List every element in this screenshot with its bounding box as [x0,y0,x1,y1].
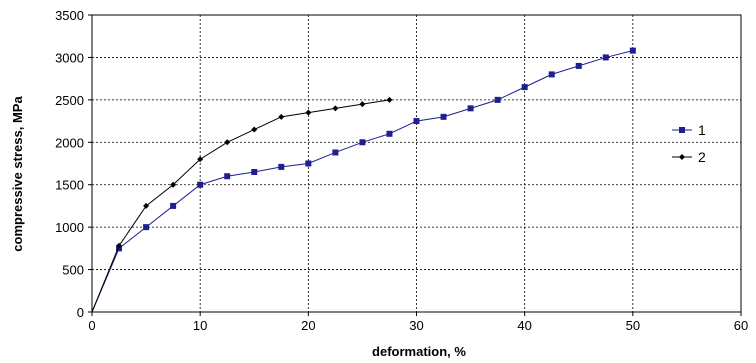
series-1-point [467,105,474,112]
series-1 [91,47,636,313]
legend-item-1: 1 [672,122,706,138]
series-1-point [278,163,285,170]
series-2-point [143,202,150,209]
series-2-point [305,109,312,116]
x-tick-label: 50 [626,318,640,333]
series-1-point [440,113,447,120]
series-1-point [332,149,339,156]
x-tick-label: 60 [734,318,748,333]
series-2-point [170,181,177,188]
x-tick-labels: 0 10 20 30 40 50 60 [88,318,748,333]
legend-item-2: 2 [672,149,706,165]
series-1-point [170,202,177,209]
series-2-point [197,156,204,163]
y-tick-label: 3000 [55,50,84,65]
series-2-line [91,99,390,313]
y-tick-label: 500 [62,263,84,278]
series-2-point [332,105,339,112]
y-tick-label: 2000 [55,135,84,150]
x-tick-label: 30 [409,318,423,333]
legend: 12 [672,122,706,165]
series-layer [91,47,636,313]
series-1-point [602,54,609,61]
legend-swatch-marker [679,154,685,160]
y-tick-label: 2500 [55,93,84,108]
legend-swatch-marker [679,127,685,133]
series-1-point [224,173,231,180]
series-2-point [116,242,123,249]
series-1-point [494,96,501,103]
x-tick-label: 20 [301,318,315,333]
series-1-point [629,47,636,54]
series-1-point [386,130,393,137]
series-2-point [359,101,366,108]
series-1-point [305,160,312,167]
legend-label: 2 [698,149,706,165]
series-1-point [359,139,366,146]
x-tick-label: 40 [517,318,531,333]
x-tick-label: 10 [193,318,207,333]
series-1-point [143,224,150,231]
x-tick-label: 0 [88,318,95,333]
y-tick-label: 1000 [55,220,84,235]
series-1-point [413,118,420,125]
y-tick-label: 1500 [55,178,84,193]
y-tick-label: 3500 [55,8,84,23]
legend-label: 1 [698,122,706,138]
series-1-point [251,168,258,175]
series-2-point [386,96,393,103]
series-1-point [521,84,528,91]
series-2 [91,96,393,313]
series-2-point [278,113,285,120]
y-tick-labels: 0 500 1000 1500 2000 2500 3000 3500 [55,8,84,320]
y-tick-label: 0 [77,305,84,320]
x-axis-title: deformation, % [372,344,466,359]
series-1-point [548,71,555,78]
series-2-point [224,139,231,146]
axes [88,14,742,316]
y-axis-title: compressive stress, MPa [10,96,25,252]
series-1-point [197,181,204,188]
series-1-point [575,62,582,69]
series-2-point [251,126,258,133]
